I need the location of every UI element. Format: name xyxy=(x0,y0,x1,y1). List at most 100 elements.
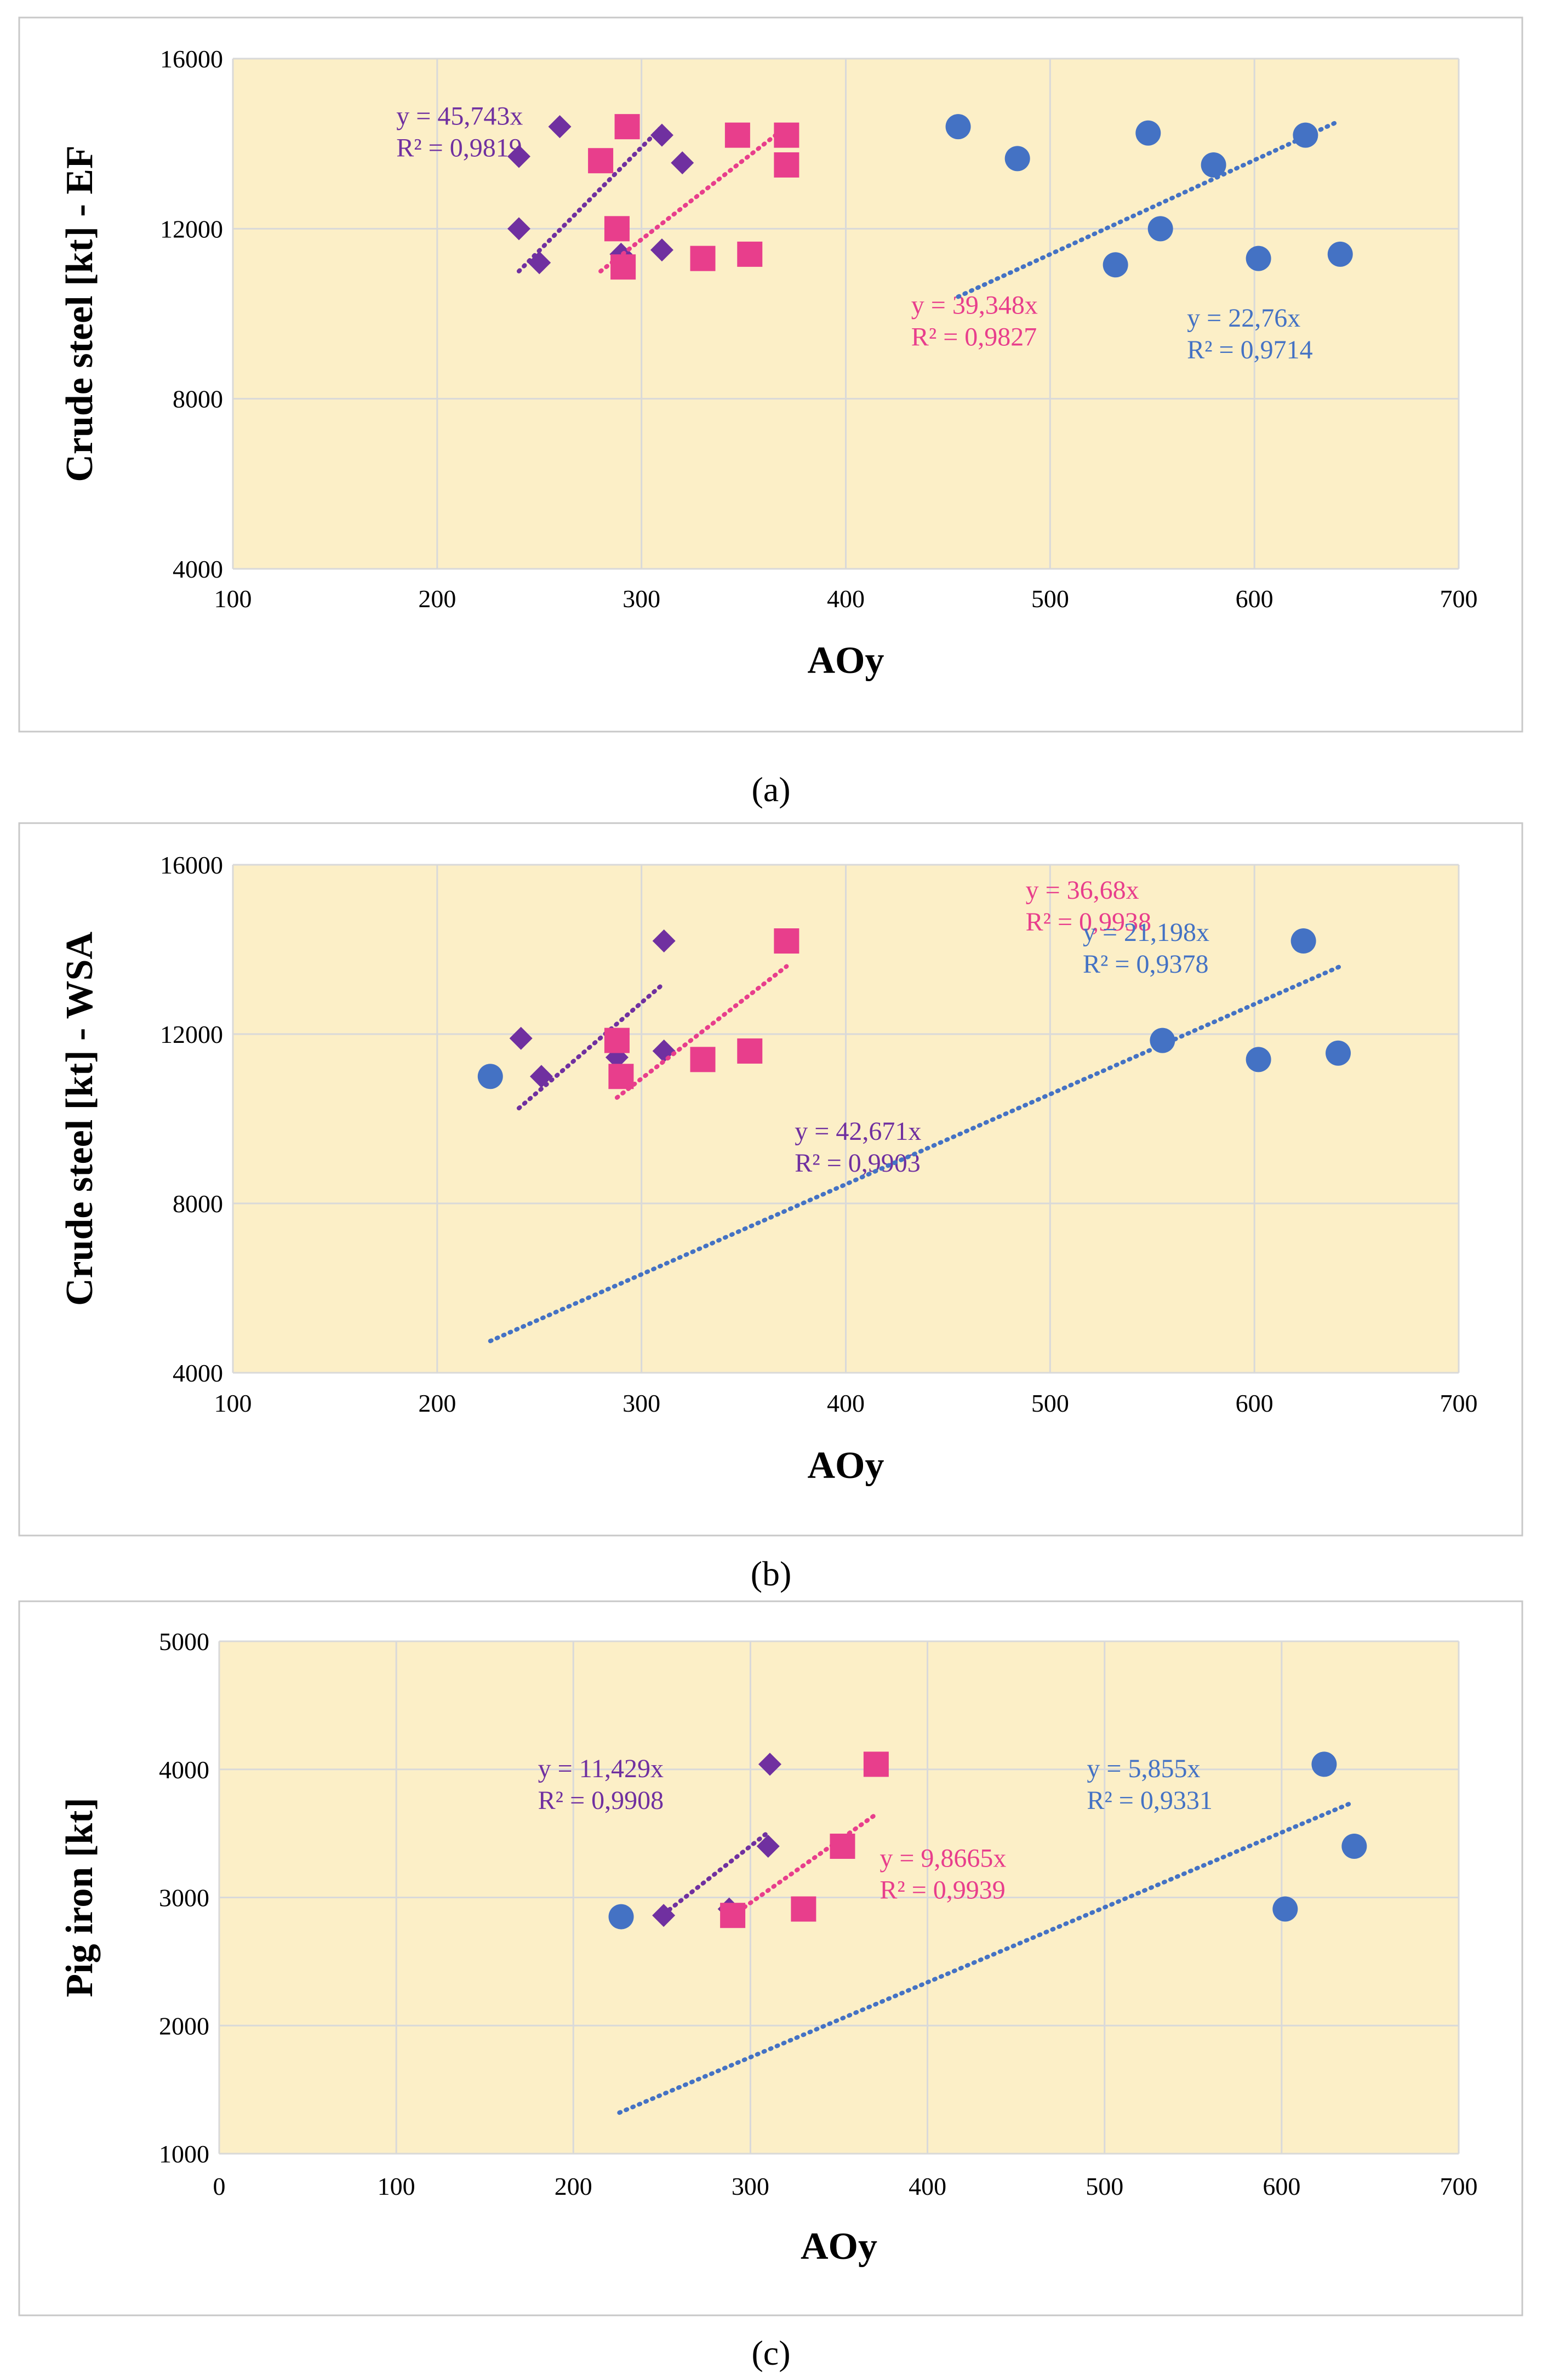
data-point-square xyxy=(614,114,640,140)
x-tick-label: 500 xyxy=(1031,1389,1069,1417)
panel-caption: (a) xyxy=(751,770,790,809)
x-tick-label: 700 xyxy=(1440,2172,1478,2200)
x-tick-label: 500 xyxy=(1086,2172,1123,2200)
data-point-square xyxy=(863,1751,889,1777)
trend-r2-pink: R² = 0,9938 xyxy=(1026,908,1151,937)
data-point-diamond xyxy=(509,1026,533,1050)
data-point-square xyxy=(774,122,799,148)
trend-r2-blue: R² = 0,9714 xyxy=(1187,335,1312,364)
y-tick-label: 2000 xyxy=(159,2012,209,2040)
trend-equation-pink: y = 9,8665x xyxy=(879,1843,1006,1873)
y-axis-title: Pig iron [kt] xyxy=(59,1797,101,1997)
trend-equation-purple: y = 42,671x xyxy=(795,1117,921,1146)
data-point-circle xyxy=(1290,928,1316,954)
x-tick-label: 400 xyxy=(827,585,865,613)
data-point-circle xyxy=(1293,122,1318,148)
x-tick-label: 700 xyxy=(1440,585,1478,613)
y-tick-label: 1000 xyxy=(159,2140,209,2168)
y-axis-title: Crude steel [kt] - EF xyxy=(59,145,101,482)
y-tick-label: 5000 xyxy=(159,1628,209,1656)
data-point-diamond xyxy=(756,1835,780,1858)
x-axis-title: AOy xyxy=(801,2225,877,2268)
data-point-square xyxy=(774,152,799,178)
y-tick-label: 12000 xyxy=(160,215,223,243)
data-point-circle xyxy=(1311,1751,1337,1777)
data-point-circle xyxy=(1004,146,1030,172)
trend-r2-purple: R² = 0,9903 xyxy=(795,1149,920,1178)
x-axis-title: AOy xyxy=(808,1445,884,1487)
data-point-square xyxy=(830,1834,855,1859)
x-tick-label: 300 xyxy=(622,1389,660,1417)
data-point-square xyxy=(610,254,636,280)
data-point-circle xyxy=(1272,1896,1298,1922)
data-point-square xyxy=(690,1047,716,1072)
data-point-diamond xyxy=(671,151,694,175)
data-point-diamond xyxy=(758,1753,781,1776)
x-tick-label: 100 xyxy=(378,2172,415,2200)
trendline-purple xyxy=(516,124,664,273)
data-point-square xyxy=(604,216,630,242)
y-tick-label: 8000 xyxy=(173,385,223,413)
chart-panel-c: 0 100 200 300 400 500 600 700 1000 2000 3000 4000 50… xyxy=(18,1600,1523,2372)
panel-caption: (b) xyxy=(751,1554,792,1593)
data-point-diamond xyxy=(652,1904,676,1927)
data-point-circle xyxy=(1150,1028,1175,1053)
chart-panel-a: 100 200 300 400 500 600 700 4000 8000 12000 16000 A… xyxy=(18,16,1523,809)
x-tick-label: 300 xyxy=(732,2172,769,2200)
data-point-square xyxy=(737,1038,763,1064)
y-tick-label: 16000 xyxy=(160,45,223,73)
x-tick-label: 400 xyxy=(909,2172,946,2200)
data-point-circle xyxy=(1341,1834,1367,1859)
data-point-circle xyxy=(1201,152,1226,178)
panel-caption: (c) xyxy=(751,2333,790,2372)
trendline-pink xyxy=(730,1812,878,1918)
data-point-diamond xyxy=(529,1065,553,1088)
data-point-circle xyxy=(945,114,971,140)
data-point-square xyxy=(588,148,614,174)
data-point-circle xyxy=(477,1064,503,1089)
data-point-square xyxy=(720,1903,746,1928)
trend-r2-pink: R² = 0,9827 xyxy=(911,323,1037,352)
x-tick-label: 100 xyxy=(214,1389,252,1417)
trend-equation-blue: y = 22,76x xyxy=(1187,304,1300,333)
trend-r2-blue: R² = 0,9331 xyxy=(1087,1786,1212,1815)
x-tick-label: 600 xyxy=(1236,585,1273,613)
x-tick-label: 400 xyxy=(827,1389,865,1417)
data-point-square xyxy=(737,241,763,267)
trendline-blue xyxy=(956,120,1339,299)
data-point-circle xyxy=(1135,120,1161,146)
data-point-square xyxy=(690,246,716,271)
trend-equation-pink: y = 39,348x xyxy=(911,291,1038,320)
x-tick-label: 200 xyxy=(418,1389,456,1417)
trend-r2-purple: R² = 0,9908 xyxy=(538,1786,664,1815)
y-tick-label: 4000 xyxy=(159,1756,209,1784)
y-tick-label: 12000 xyxy=(160,1020,223,1048)
trendline-blue xyxy=(488,964,1343,1344)
data-point-diamond xyxy=(652,929,676,953)
data-point-diamond xyxy=(548,115,572,139)
trend-r2-pink: R² = 0,9939 xyxy=(879,1875,1005,1904)
data-point-square xyxy=(604,1028,630,1053)
data-point-circle xyxy=(1327,241,1353,267)
y-tick-label: 3000 xyxy=(159,1884,209,1912)
trend-equation-blue: y = 21,198x xyxy=(1083,918,1209,947)
x-tick-label: 600 xyxy=(1263,2172,1300,2200)
data-point-diamond xyxy=(650,123,673,147)
data-point-square xyxy=(608,1064,634,1089)
data-point-diamond xyxy=(507,145,530,168)
y-tick-label: 4000 xyxy=(173,555,223,583)
data-point-diamond xyxy=(507,217,530,241)
data-point-circle xyxy=(1246,1047,1271,1072)
data-point-square xyxy=(774,928,799,954)
trend-equation-purple: y = 11,429x xyxy=(538,1754,664,1783)
trend-equation-pink: y = 36,68x xyxy=(1026,876,1139,905)
data-point-square xyxy=(724,122,750,148)
x-axis-title: AOy xyxy=(808,640,884,682)
data-point-diamond xyxy=(650,238,673,262)
chart-panel-b: 100 200 300 400 500 600 700 4000 8000 12000 16000 A… xyxy=(18,822,1523,1593)
data-point-circle xyxy=(1147,216,1173,242)
trend-r2-blue: R² = 0,9378 xyxy=(1083,950,1208,979)
trendline-purple xyxy=(661,1828,772,1916)
data-point-circle xyxy=(1246,246,1271,271)
